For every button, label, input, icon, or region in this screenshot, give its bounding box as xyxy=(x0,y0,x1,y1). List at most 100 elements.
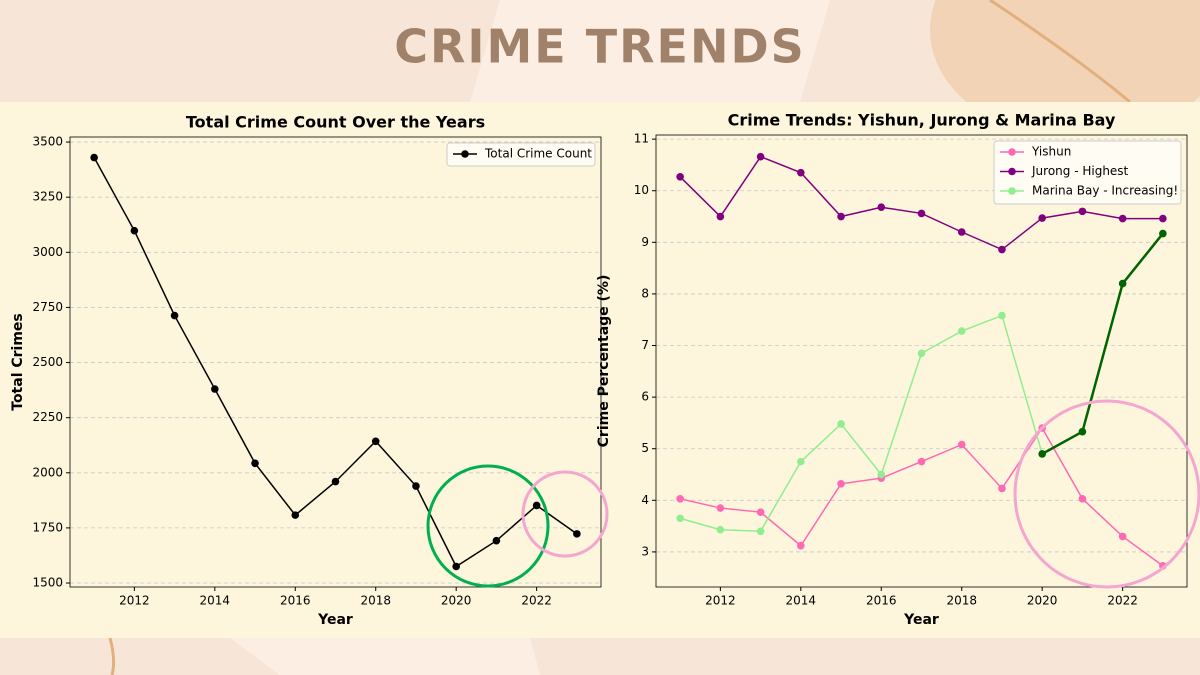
data-point xyxy=(917,457,926,466)
data-point xyxy=(1078,207,1087,216)
data-point xyxy=(412,482,420,490)
data-point xyxy=(676,494,684,503)
x-tick-label: 2014 xyxy=(786,594,817,608)
data-point xyxy=(1078,494,1087,503)
highlight-circle xyxy=(1013,399,1200,589)
data-point xyxy=(1118,214,1127,223)
data-point xyxy=(797,541,805,550)
legend-swatch xyxy=(461,150,469,158)
y-tick-label: 7 xyxy=(641,338,649,352)
data-point xyxy=(1159,229,1167,238)
plot-frame xyxy=(655,134,1188,588)
data-point xyxy=(1038,450,1046,458)
decor xyxy=(108,637,116,675)
data-point xyxy=(716,212,725,221)
y-tick-label: 4 xyxy=(641,493,649,507)
y-tick-label: 1750 xyxy=(32,520,63,534)
x-tick-label: 2020 xyxy=(441,594,472,608)
data-point xyxy=(917,209,926,218)
y-tick-label: 6 xyxy=(641,390,649,404)
data-point xyxy=(211,385,219,393)
data-point xyxy=(251,459,259,468)
chart-title: Total Crime Count Over the Years xyxy=(186,113,485,132)
data-point xyxy=(130,226,139,235)
data-point xyxy=(1038,214,1046,222)
y-tick-label: 5 xyxy=(641,441,649,455)
legend-label: Marina Bay - Increasing! xyxy=(1032,184,1178,198)
y-tick-label: 10 xyxy=(634,183,649,197)
data-point xyxy=(957,440,966,449)
data-point xyxy=(998,484,1006,493)
data-point xyxy=(716,504,725,512)
y-tick-label: 2250 xyxy=(32,410,63,424)
y-tick-label: 3 xyxy=(641,544,649,558)
data-point xyxy=(532,501,541,510)
x-tick-label: 2020 xyxy=(1027,594,1058,608)
charts: Total Crime Count Over the Years Year Tota… xyxy=(10,111,1188,628)
legend-label: Total Crime Count xyxy=(484,147,592,161)
data-point xyxy=(957,228,966,236)
data-point xyxy=(837,480,845,488)
data-point xyxy=(756,508,765,516)
page-title: CRIME TRENDS xyxy=(394,20,806,74)
x-tick-label: 2022 xyxy=(1107,594,1138,608)
data-point xyxy=(716,525,725,534)
y-tick-label: 3500 xyxy=(32,135,63,149)
legend-label: Yishun xyxy=(1031,145,1071,159)
y-axis-label: Total Crimes xyxy=(10,313,26,411)
data-point xyxy=(957,327,966,335)
highlight-circle xyxy=(521,470,609,558)
data-point xyxy=(877,203,886,212)
data-point xyxy=(1118,532,1127,541)
data-point xyxy=(492,536,501,545)
y-tick-label: 2000 xyxy=(32,465,63,479)
data-point xyxy=(170,311,179,320)
data-point xyxy=(573,530,581,538)
legend xyxy=(993,140,1182,205)
y-tick-label: 3000 xyxy=(32,245,63,259)
data-point xyxy=(756,527,765,536)
x-tick-label: 2018 xyxy=(360,594,391,608)
x-axis-label: Year xyxy=(903,612,939,628)
data-point xyxy=(676,172,684,181)
y-tick-label: 11 xyxy=(634,132,649,146)
data-point xyxy=(797,457,805,466)
data-point xyxy=(90,153,98,162)
y-tick-label: 3250 xyxy=(32,190,63,204)
highlight-circle xyxy=(426,464,550,588)
x-tick-label: 2018 xyxy=(946,594,977,608)
data-point xyxy=(797,168,805,177)
data-point xyxy=(676,514,684,523)
y-tick-label: 2750 xyxy=(32,300,63,314)
data-point xyxy=(877,470,886,479)
data-point xyxy=(998,245,1006,254)
y-tick-label: 2500 xyxy=(32,355,63,369)
data-point xyxy=(1118,279,1127,288)
x-tick-label: 2022 xyxy=(521,594,552,608)
decor xyxy=(230,638,540,675)
data-point xyxy=(291,511,300,519)
data-point xyxy=(837,420,845,428)
y-tick-label: 1500 xyxy=(32,576,63,590)
legend-swatch xyxy=(1008,167,1016,176)
data-point xyxy=(452,562,460,571)
x-axis-label: Year xyxy=(317,612,353,628)
decor xyxy=(470,0,830,102)
data-point xyxy=(331,477,340,486)
data-point xyxy=(371,437,380,446)
legend-label: Jurong - Highest xyxy=(1031,164,1129,178)
x-tick-label: 2012 xyxy=(705,594,736,608)
data-point xyxy=(917,349,926,358)
series-line xyxy=(1041,232,1164,455)
x-tick-label: 2014 xyxy=(200,594,231,608)
plot-frame xyxy=(69,136,602,588)
data-point xyxy=(756,152,765,161)
legend-swatch xyxy=(1008,148,1016,156)
y-tick-label: 8 xyxy=(641,286,649,300)
y-tick-label: 9 xyxy=(641,235,649,249)
x-tick-label: 2016 xyxy=(280,594,311,608)
decor xyxy=(989,0,1131,104)
x-tick-label: 2016 xyxy=(866,594,897,608)
y-axis-label: Crime Percentage (%) xyxy=(596,275,612,448)
